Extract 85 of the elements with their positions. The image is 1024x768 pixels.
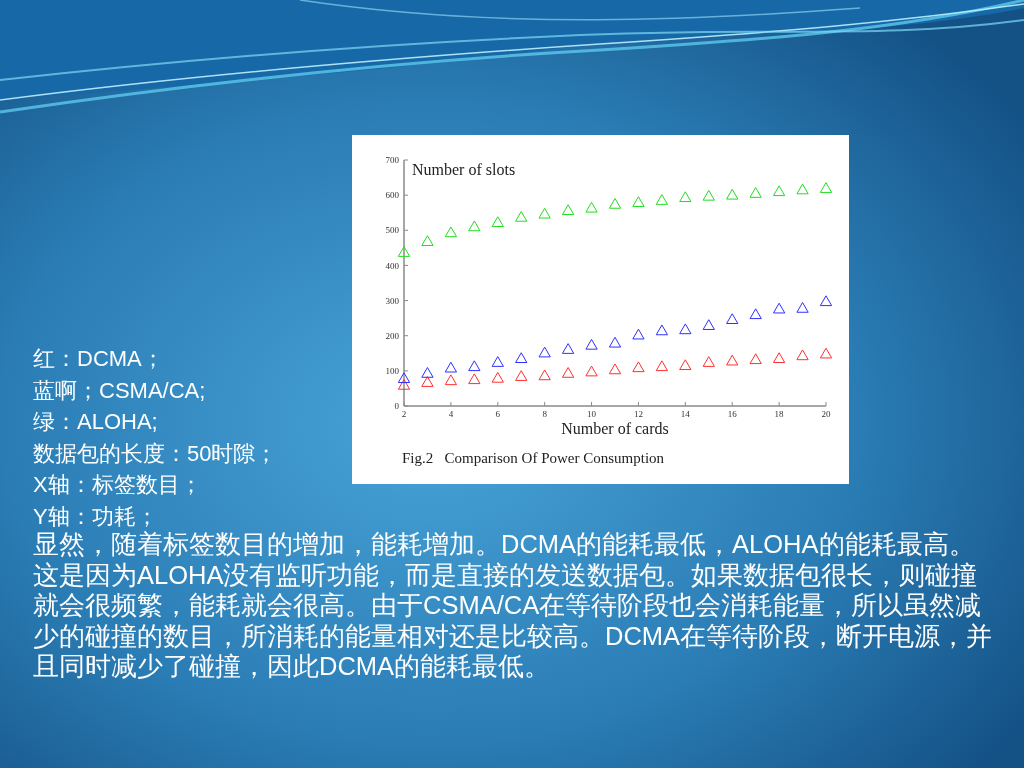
point bbox=[749, 187, 762, 198]
point bbox=[585, 201, 598, 213]
point bbox=[421, 376, 434, 387]
point bbox=[726, 188, 739, 200]
x-tick-label: 12 bbox=[633, 409, 643, 419]
y-tick-label: 100 bbox=[385, 366, 400, 377]
point bbox=[397, 378, 411, 390]
point bbox=[796, 183, 809, 195]
point bbox=[632, 361, 645, 373]
x-tick-label: 6 bbox=[495, 409, 501, 419]
point bbox=[444, 361, 458, 373]
point bbox=[819, 182, 833, 193]
point bbox=[702, 189, 715, 201]
point bbox=[726, 313, 739, 324]
point bbox=[538, 207, 551, 219]
point bbox=[632, 328, 645, 340]
point bbox=[726, 354, 739, 366]
point bbox=[561, 204, 575, 216]
point bbox=[538, 346, 551, 358]
point bbox=[679, 359, 692, 371]
text: Y轴：功耗； bbox=[33, 503, 158, 529]
y-tick-label: 300 bbox=[385, 295, 400, 306]
text: 显然，随着标签数目的增加，能耗增加。DCMA的能耗最低，ALOHA的能耗最高。这是因为ALOHA没有监听功能，而是直接的发送数据包。如果数据包很长，则碰撞就会很频繁，能耗就会很高。由于CSMA/CA在等待阶段也会消耗能量，所以虽然减少的碰撞的数目，所消耗的能量相对还是比较高。DCMA在等待阶段，断开电源，并且同时减少了碰撞，因此DCMA的能耗最低。 bbox=[33, 530, 993, 680]
point bbox=[561, 367, 575, 378]
point bbox=[491, 216, 504, 228]
point bbox=[632, 196, 645, 207]
point bbox=[468, 360, 481, 372]
point bbox=[608, 363, 622, 375]
point bbox=[515, 210, 528, 222]
point bbox=[772, 185, 786, 197]
point bbox=[421, 367, 434, 378]
point bbox=[702, 356, 715, 367]
point bbox=[491, 356, 504, 367]
point bbox=[796, 349, 809, 361]
point bbox=[444, 374, 458, 386]
point bbox=[749, 353, 762, 365]
point bbox=[679, 191, 692, 203]
y-tick-label: 600 bbox=[385, 190, 400, 201]
point bbox=[749, 308, 762, 320]
text: 红：DCMA； bbox=[33, 346, 164, 371]
point bbox=[585, 365, 598, 377]
point bbox=[819, 347, 833, 359]
point bbox=[491, 371, 504, 383]
y-tick-label: 400 bbox=[385, 260, 400, 271]
text: 蓝啊；CSMA/CA; bbox=[33, 377, 206, 403]
point bbox=[608, 336, 622, 348]
point bbox=[655, 324, 669, 336]
point bbox=[468, 373, 481, 385]
text: 绿：ALOHA; bbox=[33, 409, 158, 434]
text: 数据包的长度：50时隙； bbox=[33, 440, 278, 466]
point bbox=[796, 302, 809, 313]
point bbox=[655, 360, 669, 372]
text: X轴：标签数目； bbox=[33, 472, 202, 497]
point bbox=[655, 194, 669, 205]
x-tick-label: 14 bbox=[680, 409, 691, 419]
point bbox=[608, 197, 622, 209]
point bbox=[397, 372, 411, 384]
y-tick-label: 0 bbox=[394, 401, 400, 412]
point bbox=[772, 352, 786, 364]
x-tick-label: 20 bbox=[821, 409, 831, 419]
point bbox=[702, 319, 715, 330]
x-tick-label: 18 bbox=[774, 409, 785, 419]
point bbox=[515, 352, 528, 364]
x-tick-label: 2 bbox=[401, 409, 407, 419]
y-axis-title: Number of slots bbox=[412, 161, 516, 178]
point bbox=[585, 338, 598, 350]
x-tick-label: 16 bbox=[727, 409, 738, 419]
point bbox=[515, 370, 528, 381]
point bbox=[819, 295, 833, 307]
point bbox=[468, 220, 481, 232]
x-tick-label: 8 bbox=[542, 409, 548, 419]
y-tick-label: 700 bbox=[385, 155, 400, 166]
point bbox=[444, 226, 458, 238]
point bbox=[772, 302, 786, 314]
point bbox=[397, 246, 411, 257]
y-tick-label: 500 bbox=[385, 225, 400, 236]
point bbox=[679, 323, 692, 335]
x-axis-title: Number of cards bbox=[561, 420, 669, 437]
point bbox=[561, 343, 575, 354]
x-tick-label: 10 bbox=[587, 409, 597, 419]
x-tick-label: 4 bbox=[448, 409, 454, 419]
y-tick-label: 200 bbox=[385, 330, 400, 341]
caption: Fig.2 Comparison Of Power Consumption bbox=[402, 450, 665, 466]
point bbox=[421, 235, 434, 246]
point bbox=[538, 369, 551, 381]
